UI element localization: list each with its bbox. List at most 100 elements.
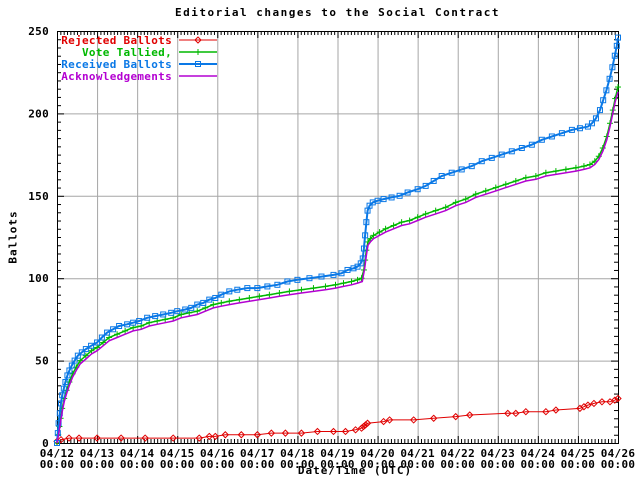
grid [57,31,618,443]
marker-square [160,311,167,318]
marker-square [374,197,381,204]
marker-square [59,392,66,399]
x-tick-label-time: 00:00 [521,458,556,471]
x-tick-label-date: 04/21 [400,447,435,460]
marker-square [168,309,175,316]
marker-diamond [614,394,622,403]
marker-square [136,318,143,325]
x-tick-label-time: 00:00 [80,458,115,471]
marker-square [396,192,403,199]
marker-square [318,273,325,280]
x-tick-label-time: 00:00 [400,458,435,471]
marker-square [488,154,495,161]
x-tick-label-date: 04/13 [80,447,115,460]
marker-diamond [590,399,598,408]
legend-item: Received Ballots [60,58,218,71]
x-tick-label-date: 04/15 [160,447,195,460]
marker-diamond [351,426,360,434]
marker-diamond [57,435,65,444]
marker-square [404,189,411,196]
x-tick-label-date: 04/17 [240,447,275,460]
x-tick-label-time: 00:00 [480,458,515,471]
marker-square [338,270,345,277]
marker-diamond [452,412,460,421]
x-tick-label-date: 04/20 [360,447,395,460]
marker-square [144,314,151,321]
x-tick-label-time: 00:00 [601,458,636,471]
marker-square [538,136,545,143]
marker-square [584,123,591,130]
marker-square [264,283,271,290]
marker-square [603,87,610,94]
marker-square [596,107,603,114]
marker-square [306,275,313,282]
marker-diamond [512,409,520,418]
legend-sample [179,49,217,55]
marker-diamond [313,427,322,436]
marker-square [94,339,101,346]
marker-diamond [522,407,530,416]
legend-label: Acknowledgements [61,69,172,83]
marker-square [152,313,159,320]
marker-square [615,34,621,41]
marker-diamond [195,434,203,442]
marker-square [458,166,465,173]
marker-square [548,133,555,140]
marker-diamond [65,434,73,442]
legend-sample [179,61,217,67]
marker-square [422,182,429,189]
marker-diamond [466,411,474,419]
legend-label: Rejected Ballots [61,33,172,47]
marker-square [104,329,111,336]
marker-diamond [141,434,149,442]
marker-diamond [611,396,619,404]
marker-diamond [211,432,219,441]
marker-square [82,346,89,353]
marker-diamond [598,398,606,406]
marker-square [528,141,535,148]
y-tick-labels: 0 50 100 150 200 250 [28,25,49,450]
marker-diamond [409,416,418,424]
marker-square [350,265,357,272]
marker-square [568,126,575,133]
y-tick-label: 150 [28,190,49,203]
marker-square [74,352,81,359]
x-axis-label: Date/Time (UTC) [297,464,413,477]
y-tick-label: 0 [42,437,49,450]
legend-sample [179,36,217,44]
x-tick-label-time: 00:00 [160,458,195,471]
x-tick-label-date: 04/24 [521,447,556,460]
chart-title: Editorial changes to the Social Contract [175,6,500,19]
marker-square [360,245,367,252]
marker-diamond [359,422,368,431]
marker-square [600,97,607,104]
marker-square [430,177,437,184]
x-tick-label-date: 04/22 [440,447,475,460]
marker-square [448,169,455,176]
x-tick-label-time: 00:00 [320,458,355,471]
marker-diamond [253,431,262,439]
marker-square [62,379,69,386]
marker-square [498,151,505,158]
series-acknowledgements [56,91,619,444]
legend-item: Acknowledgements [60,69,218,83]
x-tick-label-time: 00:00 [440,458,475,471]
marker-diamond [117,434,125,442]
marker-diamond [329,427,338,436]
marker-square [294,276,301,283]
marker-square [200,299,207,306]
marker-square [344,266,351,273]
marker-square [588,120,595,127]
marker-diamond [205,432,213,441]
marker-square [468,163,475,170]
marker-square [212,294,219,301]
x-tick-label-time: 00:00 [200,458,235,471]
legend-item: Rejected Ballots [60,33,218,47]
marker-square [592,115,599,122]
legend-sample [179,75,217,77]
marker-square [611,52,618,59]
legend-label: Vote Tallied, [82,45,172,59]
marker-diamond [552,406,560,414]
